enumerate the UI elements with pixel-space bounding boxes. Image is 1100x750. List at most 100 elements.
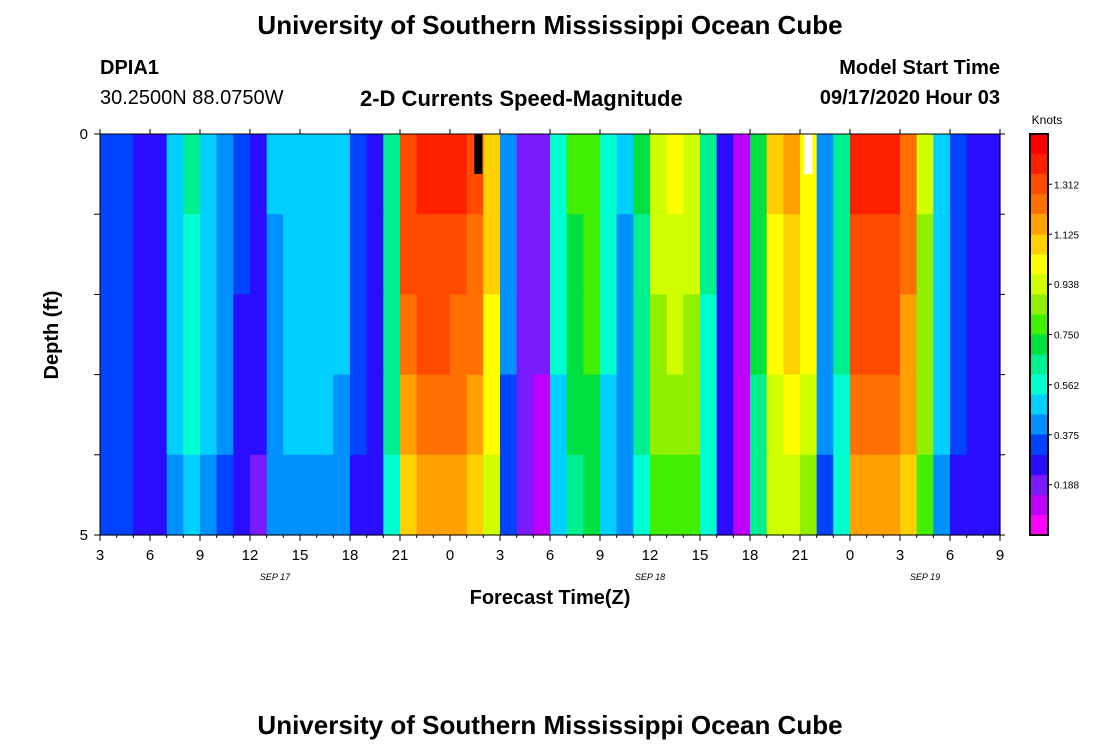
heatmap-cell bbox=[500, 134, 518, 215]
heatmap-cell bbox=[133, 454, 151, 536]
colorbar-tick-label: 0.938 bbox=[1054, 280, 1079, 291]
heatmap-cell bbox=[183, 374, 201, 456]
heatmap-cell bbox=[350, 454, 368, 536]
colorbar bbox=[1029, 133, 1049, 536]
heatmap-cell bbox=[783, 374, 801, 456]
heatmap-cell bbox=[250, 134, 268, 215]
heatmap-cell bbox=[250, 454, 268, 536]
heatmap-cell bbox=[216, 214, 234, 295]
heatmap-cell bbox=[150, 454, 168, 536]
heatmap-cell bbox=[583, 214, 601, 295]
x-tick-label: 3 bbox=[96, 547, 104, 564]
heatmap-cell bbox=[233, 294, 251, 376]
heatmap-cell bbox=[683, 374, 701, 456]
heatmap-cell bbox=[383, 294, 401, 376]
heatmap-cell bbox=[950, 294, 968, 376]
heatmap-cell bbox=[266, 134, 284, 215]
heatmap-cell bbox=[716, 134, 734, 215]
heatmap-cell bbox=[100, 294, 118, 376]
y-axis-label: Depth (ft) bbox=[41, 291, 63, 380]
heatmap-cell bbox=[716, 454, 734, 536]
heatmap-cell bbox=[450, 454, 468, 536]
heatmap-cell bbox=[616, 214, 634, 295]
heatmap-cell bbox=[983, 454, 1001, 536]
heatmap-cell bbox=[483, 214, 501, 295]
heatmap-cell bbox=[966, 454, 984, 536]
heatmap-cell bbox=[116, 214, 134, 295]
heatmap-cell bbox=[533, 214, 551, 295]
heatmap-cell bbox=[166, 214, 184, 295]
heatmap-cell bbox=[533, 134, 551, 215]
heatmap-cell bbox=[516, 294, 534, 376]
heatmap-cell bbox=[466, 374, 484, 456]
heatmap-cell bbox=[250, 214, 268, 295]
colorbar-tick-label: 1.312 bbox=[1054, 180, 1079, 191]
heatmap-cell bbox=[283, 294, 301, 376]
heatmap-cell bbox=[516, 454, 534, 536]
heatmap-cell bbox=[916, 454, 934, 536]
heatmap-cell bbox=[700, 294, 718, 376]
heatmap-cell bbox=[583, 134, 601, 215]
heatmap-cell bbox=[733, 454, 751, 536]
heatmap-cell bbox=[666, 454, 684, 536]
heatmap-cell bbox=[950, 214, 968, 295]
heatmap-cell bbox=[983, 294, 1001, 376]
heatmap-cell bbox=[583, 294, 601, 376]
heatmap-cell bbox=[283, 214, 301, 295]
heatmap-cell bbox=[933, 134, 951, 215]
heatmap-cell bbox=[766, 454, 784, 536]
heatmap-cell bbox=[516, 134, 534, 215]
heatmap-cell bbox=[416, 294, 434, 376]
page-title-bottom: University of Southern Mississippi Ocean… bbox=[257, 710, 843, 740]
heatmap-cell bbox=[416, 374, 434, 456]
heatmap-cell bbox=[266, 454, 284, 536]
date-label: SEP 19 bbox=[910, 572, 940, 582]
heatmap-cell bbox=[683, 214, 701, 295]
heatmap-cell bbox=[116, 374, 134, 456]
heatmap-cell bbox=[433, 374, 451, 456]
x-tick-label: 6 bbox=[946, 547, 954, 564]
heatmap-cell bbox=[150, 374, 168, 456]
heatmap-cell bbox=[150, 134, 168, 215]
heatmap-cell bbox=[516, 374, 534, 456]
heatmap-cell bbox=[500, 294, 518, 376]
heatmap-cell bbox=[683, 134, 701, 215]
heatmap-cell bbox=[900, 374, 918, 456]
heatmap-cell bbox=[866, 294, 884, 376]
heatmap-cell bbox=[716, 294, 734, 376]
heatmap-cell bbox=[866, 454, 884, 536]
heatmap-cell bbox=[233, 374, 251, 456]
heatmap-cell bbox=[216, 374, 234, 456]
x-tick-label: 6 bbox=[546, 547, 554, 564]
heatmap-cell bbox=[400, 374, 418, 456]
heatmap-cell bbox=[200, 134, 218, 215]
heatmap-cell bbox=[966, 294, 984, 376]
heatmap-cell bbox=[633, 294, 651, 376]
station-id: DPIA1 bbox=[100, 57, 159, 79]
heatmap-cell bbox=[600, 454, 618, 536]
heatmap-cell bbox=[900, 454, 918, 536]
heatmap-cell bbox=[100, 374, 118, 456]
heatmap-cell bbox=[266, 374, 284, 456]
heatmap-cell bbox=[700, 134, 718, 215]
heatmap-cell bbox=[500, 454, 518, 536]
heatmap-cell bbox=[216, 134, 234, 215]
heatmap-marker bbox=[804, 134, 813, 174]
heatmap-cell bbox=[650, 214, 668, 295]
heatmap-cell bbox=[200, 294, 218, 376]
heatmap-cell bbox=[133, 374, 151, 456]
x-tick-label: 18 bbox=[342, 547, 359, 564]
heatmap-cell bbox=[500, 374, 518, 456]
heatmap-cell bbox=[916, 214, 934, 295]
heatmap-cell bbox=[600, 374, 618, 456]
x-tick-label: 0 bbox=[846, 547, 854, 564]
model-start-label: Model Start Time bbox=[839, 57, 1000, 79]
heatmap-cell bbox=[300, 374, 318, 456]
heatmap-cell bbox=[916, 134, 934, 215]
page-title-top: University of Southern Mississippi Ocean… bbox=[257, 10, 843, 40]
heatmap-cell bbox=[600, 134, 618, 215]
heatmap-cell bbox=[333, 374, 351, 456]
heatmap-cell bbox=[466, 214, 484, 295]
heatmap-cell bbox=[316, 294, 334, 376]
